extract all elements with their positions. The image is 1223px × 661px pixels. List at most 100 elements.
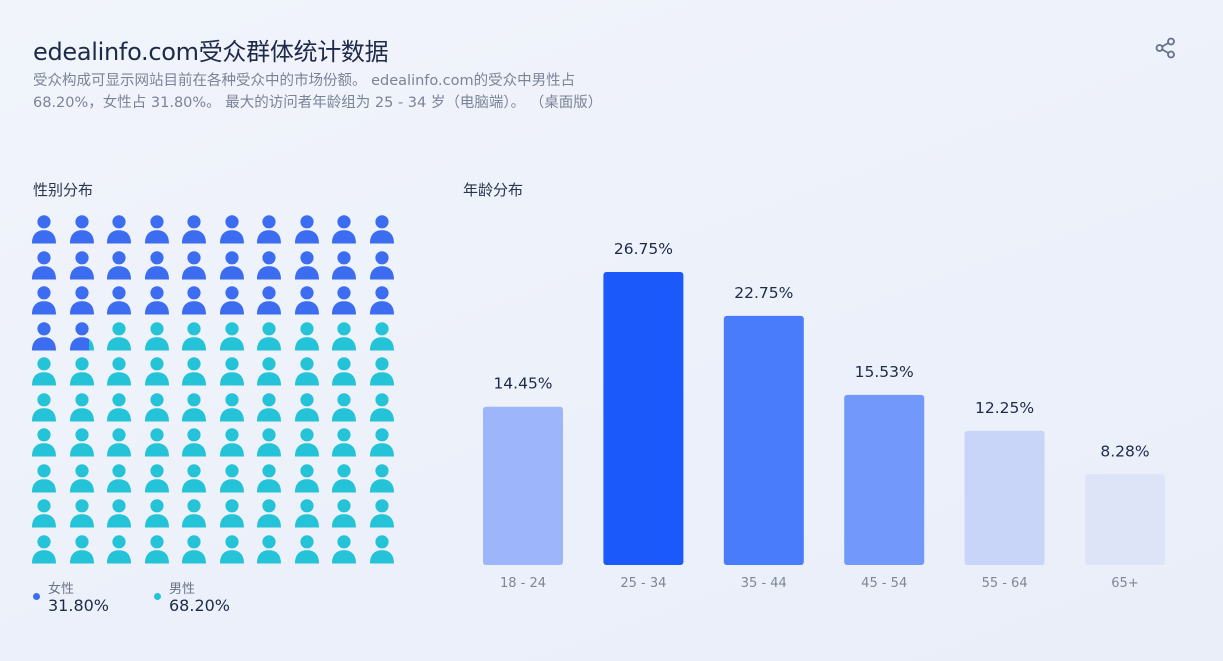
- person-icon: [182, 392, 206, 421]
- person-icon: [69, 321, 94, 350]
- person-icon: [144, 428, 169, 457]
- person-icon: [219, 392, 244, 421]
- bar-value-label: 26.75%: [614, 240, 673, 258]
- person-icon: [32, 463, 56, 492]
- person-icon: [69, 534, 94, 563]
- audience-description: 受众构成可显示网站目前在各种受众中的市场份额。 edealinfo.com的受众…: [33, 73, 603, 111]
- person-icon: [107, 463, 131, 492]
- person-icon: [257, 534, 281, 563]
- age-bar[interactable]: [844, 394, 925, 565]
- person-icon: [332, 463, 356, 492]
- person-icon: [32, 392, 56, 421]
- person-icon: [182, 534, 206, 563]
- bar-value-label: 12.25%: [975, 399, 1034, 417]
- person-icon: [32, 428, 56, 457]
- person-icon: [294, 428, 319, 457]
- person-icon: [69, 463, 94, 492]
- person-icon: [107, 250, 131, 279]
- age-category-label: 35 - 44: [741, 576, 787, 591]
- person-icon: [182, 321, 206, 350]
- person-icon: [219, 321, 244, 350]
- bar-value-label: 14.45%: [493, 375, 552, 393]
- male-value: 68.20%: [169, 596, 231, 615]
- bar-value-label: 22.75%: [734, 284, 793, 302]
- male-label: 男性: [169, 582, 196, 597]
- person-icon: [219, 286, 244, 315]
- person-icon: [219, 463, 244, 492]
- gender-pictogram: [31, 214, 406, 569]
- person-icon: [332, 286, 356, 315]
- person-icon: [107, 534, 131, 563]
- person-icon: [107, 286, 131, 315]
- person-icon: [369, 286, 394, 315]
- person-icon: [332, 357, 356, 386]
- female-value: 31.80%: [48, 596, 110, 615]
- person-icon: [332, 215, 356, 244]
- person-icon: [182, 250, 206, 279]
- share-icon: [1155, 37, 1175, 59]
- age-bar[interactable]: [1085, 474, 1165, 565]
- person-icon: [219, 428, 244, 457]
- person-icon: [332, 250, 356, 279]
- person-icon: [144, 534, 169, 563]
- person-icon: [257, 499, 281, 528]
- share-button[interactable]: [1154, 37, 1178, 59]
- person-icon: [257, 215, 281, 244]
- person-icon: [107, 215, 131, 244]
- person-icon: [32, 534, 56, 563]
- person-icon: [369, 250, 394, 279]
- person-icon: [69, 357, 94, 386]
- person-icon: [294, 534, 319, 563]
- person-icon: [182, 499, 206, 528]
- person-icon: [219, 534, 244, 563]
- person-icon: [294, 215, 319, 244]
- person-icon: [294, 286, 319, 315]
- age-bar[interactable]: [964, 430, 1045, 565]
- person-icon: [294, 250, 319, 279]
- bar-value-label: 8.28%: [1100, 442, 1149, 460]
- person-icon: [257, 321, 281, 350]
- page-title: edealinfo.com受众群体统计数据: [33, 38, 389, 66]
- person-icon: [144, 286, 169, 315]
- age-section-title: 年龄分布: [463, 181, 524, 199]
- bar-value-label: 15.53%: [855, 363, 914, 381]
- person-icon: [294, 392, 319, 421]
- person-icon: [257, 392, 281, 421]
- person-icon: [332, 321, 356, 350]
- person-icon: [219, 357, 244, 386]
- age-bar[interactable]: [483, 406, 563, 565]
- person-icon: [182, 428, 206, 457]
- person-icon: [332, 392, 356, 421]
- female-label: 女性: [48, 582, 75, 597]
- person-icon: [182, 357, 206, 386]
- person-icon: [369, 215, 394, 244]
- person-icon: [69, 250, 94, 279]
- person-icon: [69, 499, 94, 528]
- person-icon: [144, 392, 169, 421]
- person-icon: [294, 321, 319, 350]
- person-icon: [332, 428, 356, 457]
- person-icon: [32, 499, 56, 528]
- person-icon: [219, 250, 244, 279]
- age-bar[interactable]: [603, 272, 684, 565]
- person-icon: [32, 286, 56, 315]
- person-icon: [69, 215, 94, 244]
- person-icon: [144, 250, 169, 279]
- person-icon: [32, 357, 56, 386]
- person-icon: [69, 428, 94, 457]
- person-icon: [182, 463, 206, 492]
- male-color-dot: [154, 593, 161, 600]
- person-icon: [369, 321, 394, 350]
- person-icon: [107, 428, 131, 457]
- age-category-label: 55 - 64: [982, 576, 1028, 591]
- person-icon: [369, 392, 394, 421]
- person-icon: [294, 499, 319, 528]
- person-icon: [369, 534, 394, 563]
- person-icon: [32, 250, 56, 279]
- age-bar[interactable]: [723, 315, 804, 565]
- person-icon: [69, 286, 94, 315]
- person-icon: [369, 357, 394, 386]
- age-category-label: 18 - 24: [500, 576, 546, 591]
- person-icon: [369, 463, 394, 492]
- person-icon: [219, 499, 244, 528]
